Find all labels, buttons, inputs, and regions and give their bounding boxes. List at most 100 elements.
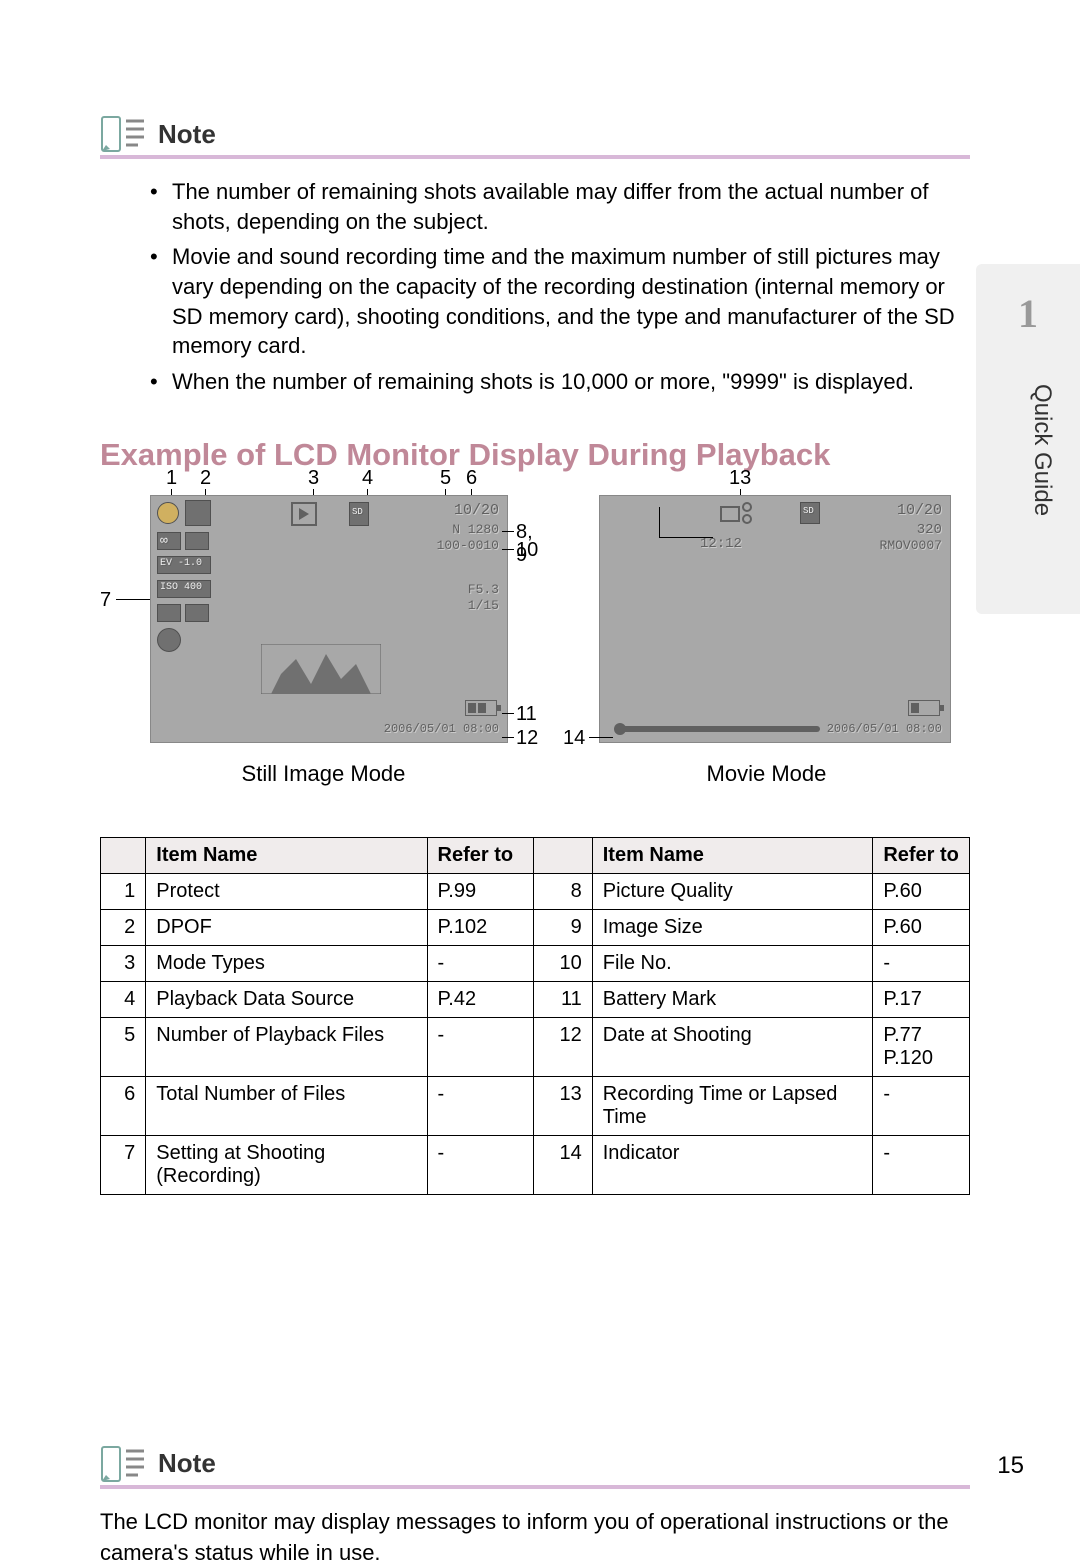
note-text: The LCD monitor may display messages to … bbox=[100, 1507, 970, 1568]
note-icon bbox=[100, 115, 148, 153]
table-cell: 11 bbox=[533, 981, 592, 1017]
table-cell: - bbox=[427, 945, 533, 981]
note-title: Note bbox=[158, 119, 216, 150]
lcd-movie-block: 13 SD 12:12 10/20 320 RMOV0007 bbox=[563, 495, 970, 787]
reference-table: Item Name Refer to Item Name Refer to 1P… bbox=[100, 837, 970, 1195]
table-cell: Number of Playback Files bbox=[146, 1017, 427, 1076]
table-cell: P.60 bbox=[873, 873, 970, 909]
callout-num: 2 bbox=[200, 467, 211, 490]
histogram-icon bbox=[261, 644, 381, 694]
protect-icon bbox=[157, 502, 179, 524]
table-cell: Total Number of Files bbox=[146, 1076, 427, 1135]
file-no: 100-0010 bbox=[437, 538, 499, 553]
table-cell: P.60 bbox=[873, 909, 970, 945]
table-cell: 2 bbox=[101, 909, 146, 945]
callout-num: 6 bbox=[466, 467, 477, 490]
chapter-label: Quick Guide bbox=[1028, 384, 1056, 516]
timer-icon bbox=[157, 628, 181, 652]
chapter-tab: 1 Quick Guide bbox=[976, 264, 1080, 614]
table-cell: File No. bbox=[592, 945, 873, 981]
ev-icon: EV -1.0 bbox=[157, 556, 211, 574]
file-count: 10/20 bbox=[897, 502, 942, 519]
iso-icon: ISO 400 bbox=[157, 580, 211, 598]
table-header bbox=[101, 837, 146, 873]
date: 2006/05/01 08:00 bbox=[827, 722, 942, 736]
table-cell: - bbox=[873, 1135, 970, 1194]
table-cell: - bbox=[873, 945, 970, 981]
table-cell: DPOF bbox=[146, 909, 427, 945]
table-cell: 8 bbox=[533, 873, 592, 909]
wb-icon: ∞ bbox=[157, 532, 181, 550]
note-bullet: When the number of remaining shots is 10… bbox=[150, 367, 970, 397]
section-title: Example of LCD Monitor Display During Pl… bbox=[100, 437, 970, 473]
table-cell: 10 bbox=[533, 945, 592, 981]
table-cell: Battery Mark bbox=[592, 981, 873, 1017]
table-header bbox=[533, 837, 592, 873]
callout-num: 10 bbox=[516, 539, 538, 562]
note-title: Note bbox=[158, 1448, 216, 1479]
file-no: RMOV0007 bbox=[880, 538, 942, 553]
note-icon bbox=[100, 1445, 148, 1483]
image-size: 320 bbox=[917, 522, 942, 538]
page-number: 15 bbox=[997, 1452, 1024, 1480]
focus-icon bbox=[157, 604, 181, 622]
battery-icon bbox=[908, 700, 940, 716]
rec-time: 12:12 bbox=[700, 536, 742, 552]
note-header: Note bbox=[100, 1445, 970, 1489]
callout-num: 7 bbox=[100, 589, 111, 612]
table-cell: P.42 bbox=[427, 981, 533, 1017]
table-cell: Mode Types bbox=[146, 945, 427, 981]
table-cell: 12 bbox=[533, 1017, 592, 1076]
table-cell: Setting at Shooting (Recording) bbox=[146, 1135, 427, 1194]
flash-icon bbox=[185, 604, 209, 622]
play-indicator bbox=[620, 726, 820, 732]
table-cell: 14 bbox=[533, 1135, 592, 1194]
table-cell: P.102 bbox=[427, 909, 533, 945]
table-cell: P.99 bbox=[427, 873, 533, 909]
table-cell: Picture Quality bbox=[592, 873, 873, 909]
play-mode-icon bbox=[291, 502, 317, 526]
date: 2006/05/01 08:00 bbox=[384, 722, 499, 736]
battery-icon bbox=[465, 700, 497, 716]
table-cell: Date at Shooting bbox=[592, 1017, 873, 1076]
table-header: Item Name bbox=[592, 837, 873, 873]
note-header: Note bbox=[100, 115, 970, 159]
callout-num: 5 bbox=[440, 467, 451, 490]
table-cell: 3 bbox=[101, 945, 146, 981]
lcd-still-screen: ∞ EV -1.0 ISO 400 bbox=[150, 495, 508, 743]
lcd-movie-screen: SD 12:12 10/20 320 RMOV0007 2006/05/01 0… bbox=[599, 495, 951, 743]
sd-icon: SD bbox=[349, 502, 369, 526]
table-header: Item Name bbox=[146, 837, 427, 873]
table-cell: - bbox=[427, 1017, 533, 1076]
table-cell: 1 bbox=[101, 873, 146, 909]
callout-num: 14 bbox=[563, 727, 585, 750]
callout-num: 11 bbox=[516, 703, 537, 726]
table-cell: 6 bbox=[101, 1076, 146, 1135]
table-cell: 9 bbox=[533, 909, 592, 945]
lcd-still-block: 1 2 3 4 5 6 ∞ bbox=[100, 495, 547, 787]
callout-num: 13 bbox=[729, 467, 751, 490]
table-cell: Protect bbox=[146, 873, 427, 909]
table-cell: P.77 P.120 bbox=[873, 1017, 970, 1076]
still-mode-label: Still Image Mode bbox=[100, 761, 547, 787]
callout-num: 1 bbox=[166, 467, 177, 490]
table-cell: 13 bbox=[533, 1076, 592, 1135]
dpof-icon bbox=[185, 500, 211, 526]
note-bullets: The number of remaining shots available … bbox=[100, 177, 970, 397]
movie-mode-label: Movie Mode bbox=[563, 761, 970, 787]
table-cell: - bbox=[427, 1076, 533, 1135]
file-count: 10/20 bbox=[454, 502, 499, 519]
aperture: F5.3 bbox=[468, 582, 499, 597]
table-cell: 5 bbox=[101, 1017, 146, 1076]
table-cell: - bbox=[873, 1076, 970, 1135]
table-cell: P.17 bbox=[873, 981, 970, 1017]
table-cell: Image Size bbox=[592, 909, 873, 945]
sd-icon: SD bbox=[800, 502, 820, 524]
chapter-number: 1 bbox=[976, 290, 1080, 337]
table-cell: 7 bbox=[101, 1135, 146, 1194]
image-size: N 1280 bbox=[452, 522, 499, 537]
movie-icon bbox=[720, 502, 754, 526]
note-bullet: Movie and sound recording time and the m… bbox=[150, 242, 970, 361]
shutter: 1/15 bbox=[468, 598, 499, 613]
table-cell: 4 bbox=[101, 981, 146, 1017]
